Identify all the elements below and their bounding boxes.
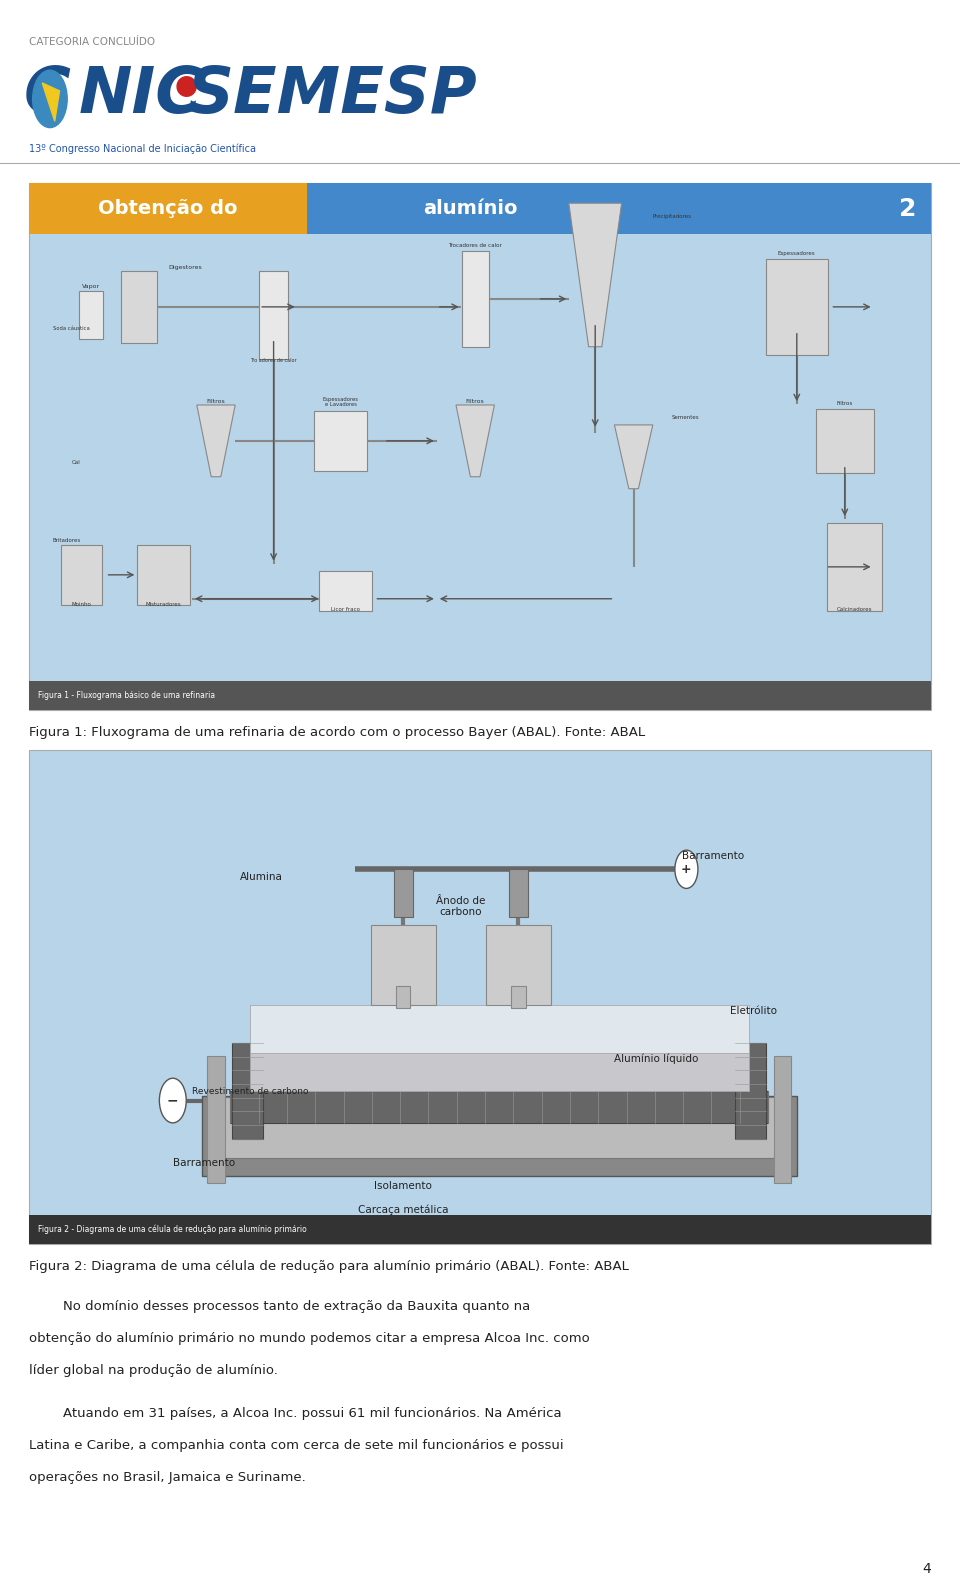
Bar — [259, 271, 288, 359]
Text: −: − — [167, 1094, 179, 1107]
Text: Carcaça metálica: Carcaça metálica — [358, 1204, 448, 1215]
Bar — [29, 183, 307, 234]
Text: Isolamento: Isolamento — [374, 1182, 432, 1191]
Bar — [29, 183, 931, 710]
Polygon shape — [42, 83, 60, 121]
Text: Digestores: Digestores — [168, 265, 202, 270]
Bar — [486, 925, 551, 1005]
Text: Atuando em 31 países, a Alcoa Inc. possui 61 mil funcionários. Na América: Atuando em 31 países, a Alcoa Inc. possu… — [29, 1407, 562, 1420]
Text: 4: 4 — [923, 1562, 931, 1576]
Text: Vapor: Vapor — [83, 284, 100, 289]
Text: 13º Congresso Nacional de Iniciação Científica: 13º Congresso Nacional de Iniciação Cien… — [29, 144, 255, 155]
Text: C: C — [24, 64, 71, 126]
Bar — [394, 869, 413, 917]
Text: Figura 1 - Fluxograma básico de uma refinaria: Figura 1 - Fluxograma básico de uma refi… — [38, 691, 216, 700]
Polygon shape — [568, 203, 621, 346]
Bar — [462, 250, 489, 346]
Text: Britadores: Britadores — [53, 538, 81, 542]
Bar — [509, 869, 528, 917]
Bar — [371, 925, 436, 1005]
Bar — [216, 1097, 782, 1158]
Text: Figura 2 - Diagrama de uma célula de redução para alumínio primário: Figura 2 - Diagrama de uma célula de red… — [38, 1225, 307, 1235]
Text: Alumina: Alumina — [240, 872, 283, 882]
Bar — [512, 986, 526, 1008]
Text: Misturadores: Misturadores — [145, 601, 181, 606]
Text: Sementes: Sementes — [672, 415, 700, 419]
Text: líder global na produção de alumínio.: líder global na produção de alumínio. — [29, 1364, 277, 1376]
Text: Barramento: Barramento — [173, 1158, 235, 1168]
Text: Ânodo de
carbono: Ânodo de carbono — [436, 895, 486, 917]
Polygon shape — [614, 424, 653, 488]
Bar — [250, 1053, 749, 1091]
Bar — [29, 750, 931, 1244]
Bar — [29, 681, 931, 710]
Polygon shape — [197, 405, 235, 477]
Bar — [816, 408, 874, 472]
Text: Figura 1: Fluxograma de uma refinaria de acordo com o processo Bayer (ABAL). Fon: Figura 1: Fluxograma de uma refinaria de… — [29, 726, 645, 738]
Bar — [61, 544, 102, 605]
Text: Filtros: Filtros — [466, 399, 485, 404]
Text: NIC: NIC — [79, 64, 203, 126]
Bar — [230, 1091, 768, 1123]
Text: Filtros: Filtros — [206, 399, 226, 404]
Bar — [137, 544, 190, 605]
Bar — [207, 1056, 225, 1183]
Bar — [766, 258, 828, 354]
Text: •: • — [168, 64, 205, 121]
Text: Precipitadores: Precipitadores — [653, 214, 692, 219]
Bar — [735, 1043, 766, 1139]
Text: CATEGORIA CONCLUÍDO: CATEGORIA CONCLUÍDO — [29, 37, 155, 46]
Bar — [232, 1043, 263, 1139]
Text: +: + — [681, 863, 692, 876]
Circle shape — [675, 850, 698, 888]
Bar — [29, 1215, 931, 1244]
Text: 2: 2 — [900, 196, 917, 222]
Text: Eletrólito: Eletrólito — [730, 1006, 777, 1016]
Bar — [121, 271, 157, 343]
Bar — [79, 290, 104, 338]
Text: obtenção do alumínio primário no mundo podemos citar a empresa Alcoa Inc. como: obtenção do alumínio primário no mundo p… — [29, 1332, 589, 1345]
Text: Tro adores de calor: Tro adores de calor — [251, 357, 297, 362]
Text: Licor fraco: Licor fraco — [331, 606, 360, 611]
Text: Obtenção do: Obtenção do — [98, 199, 238, 219]
Bar — [250, 1005, 749, 1053]
Bar — [314, 410, 367, 471]
Text: operações no Brasil, Jamaica e Suriname.: operações no Brasil, Jamaica e Suriname. — [29, 1471, 305, 1483]
Circle shape — [159, 1078, 186, 1123]
Bar — [774, 1056, 791, 1183]
Text: Trocadores de calor: Trocadores de calor — [448, 242, 502, 247]
Bar — [396, 986, 411, 1008]
Text: Latina e Caribe, a companhia conta com cerca de sete mil funcionários e possui: Latina e Caribe, a companhia conta com c… — [29, 1439, 564, 1451]
Text: Soda cáustica: Soda cáustica — [53, 325, 89, 330]
Circle shape — [33, 70, 67, 128]
Text: alumínio: alumínio — [423, 199, 517, 219]
Text: Filtros: Filtros — [837, 400, 852, 405]
Text: SEMESP: SEMESP — [187, 64, 477, 126]
Text: Barramento: Barramento — [682, 852, 744, 861]
Bar — [319, 571, 372, 611]
Text: Alumínio líquido: Alumínio líquido — [614, 1053, 699, 1064]
Text: No domínio desses processos tanto de extração da Bauxita quanto na: No domínio desses processos tanto de ext… — [29, 1300, 530, 1313]
Text: Revestimento de carbono: Revestimento de carbono — [192, 1086, 308, 1096]
Text: Cal: Cal — [72, 459, 81, 464]
Bar — [307, 183, 931, 234]
Text: Espessadores: Espessadores — [778, 250, 816, 255]
Bar — [827, 523, 882, 611]
Text: Calcinadores: Calcinadores — [837, 606, 872, 611]
Text: Moinho: Moinho — [72, 601, 91, 606]
Bar — [202, 1096, 797, 1176]
Text: Figura 2: Diagrama de uma célula de redução para alumínio primário (ABAL). Fonte: Figura 2: Diagrama de uma célula de redu… — [29, 1260, 629, 1273]
Text: Espessadores
e Lavadores: Espessadores e Lavadores — [323, 397, 359, 407]
Polygon shape — [456, 405, 494, 477]
